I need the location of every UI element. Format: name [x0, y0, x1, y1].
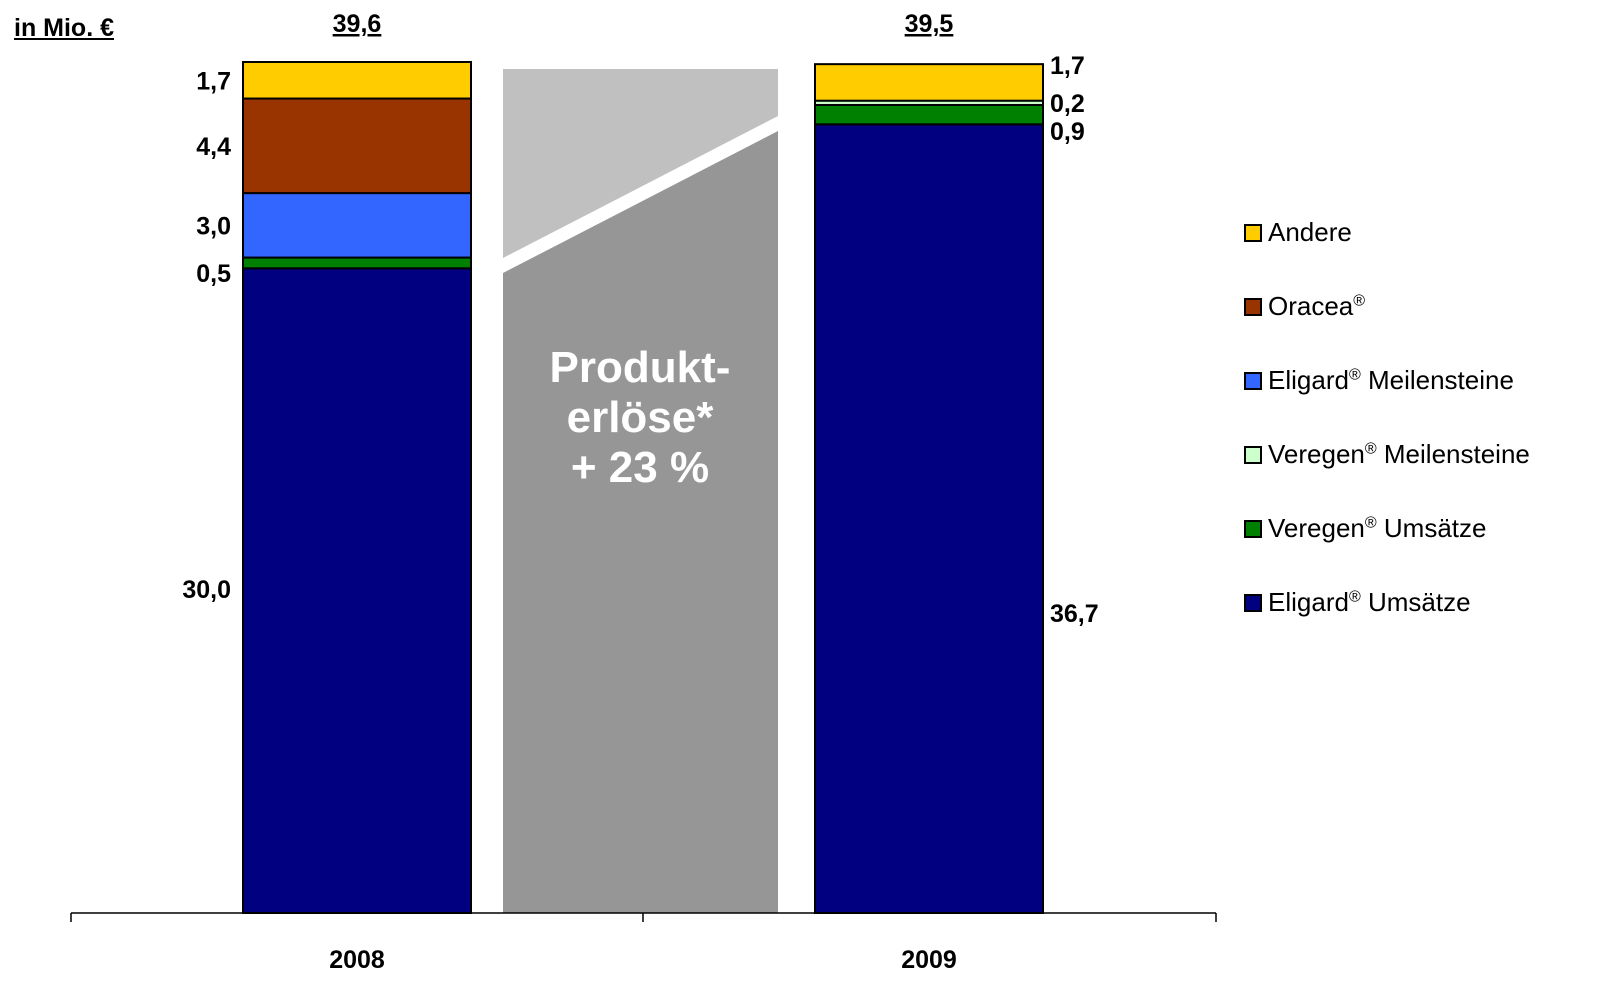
growth-label-line-3: + 23 %: [570, 443, 710, 492]
bar-segment-andere-2008: [242, 61, 472, 100]
legend-item: Veregen® Meilensteine: [1244, 436, 1530, 473]
legend-label: Eligard® Umsätze: [1268, 587, 1471, 617]
unit-label: in Mio. €: [14, 14, 114, 42]
category-label-2009: 2009: [901, 946, 957, 974]
total-label-2009: 39,5: [905, 10, 954, 38]
legend: Andere Oracea® Eligard® Meilensteine Verege…: [1244, 214, 1530, 658]
bar-segment-eligard-umsaetze-2008: [242, 267, 472, 914]
growth-label-line-2: erlöse*: [566, 393, 714, 442]
category-label-2008: 2008: [329, 946, 385, 974]
legend-swatch: [1244, 297, 1262, 316]
legend-swatch: [1244, 519, 1262, 538]
legend-item: Eligard® Meilensteine: [1244, 362, 1530, 399]
bar-segment-veregen-umsaetze-2008: [242, 256, 472, 270]
growth-label-line-1: Produkt-: [549, 343, 731, 392]
value-label-oracea-2008: 4,4: [196, 133, 231, 161]
value-label-eligard-umsaetze-2009: 36,7: [1050, 600, 1099, 628]
legend-label: Oracea®: [1268, 291, 1366, 321]
value-label-veregen-meilensteine-2009: 0,2: [1050, 90, 1085, 118]
bar-segment-andere-2009: [814, 63, 1044, 102]
x-axis: [70, 912, 1217, 922]
legend-swatch: [1244, 445, 1262, 464]
growth-band: [503, 69, 778, 913]
bar-segment-eligard-umsaetze-2009: [814, 123, 1044, 915]
legend-swatch: [1244, 223, 1262, 242]
legend-item: Veregen® Umsätze: [1244, 510, 1530, 547]
value-label-eligard-meilensteine-2008: 3,0: [196, 212, 231, 240]
bar-segment-veregen-umsaetze-2009: [814, 103, 1044, 126]
value-label-veregen-umsaetze-2008: 0,5: [196, 260, 231, 288]
bar-segment-eligard-meilensteine-2008: [242, 192, 472, 259]
value-labels: 39,6 2008 39,5 2009 30,0 36,7 0,5 0,90,2 3,0 4,4 1…: [182, 10, 1098, 974]
legend-label: Eligard® Meilensteine: [1268, 365, 1514, 395]
value-label-eligard-umsaetze-2008: 30,0: [182, 576, 231, 604]
value-label-andere-2008: 1,7: [196, 67, 231, 95]
legend-label: Veregen® Umsätze: [1268, 513, 1487, 543]
legend-label: Veregen® Meilensteine: [1268, 439, 1530, 469]
legend-swatch: [1244, 371, 1262, 390]
growth-band-dark: [503, 131, 778, 913]
legend-item: Oracea®: [1244, 288, 1530, 325]
bars: [242, 61, 1044, 915]
legend-item: Andere: [1244, 214, 1530, 251]
total-label-2008: 39,6: [333, 10, 382, 38]
legend-label: Andere: [1268, 217, 1352, 247]
growth-label: Produkt- erlöse* + 23 %: [505, 343, 775, 493]
legend-item: Eligard® Umsätze: [1244, 584, 1530, 621]
growth-band-light: [503, 69, 778, 258]
value-label-andere-2009: 1,7: [1050, 52, 1085, 80]
bar-segment-oracea-2008: [242, 97, 472, 195]
legend-swatch: [1244, 593, 1262, 612]
value-label-veregen-umsaetze-2009: 0,9: [1050, 118, 1085, 146]
